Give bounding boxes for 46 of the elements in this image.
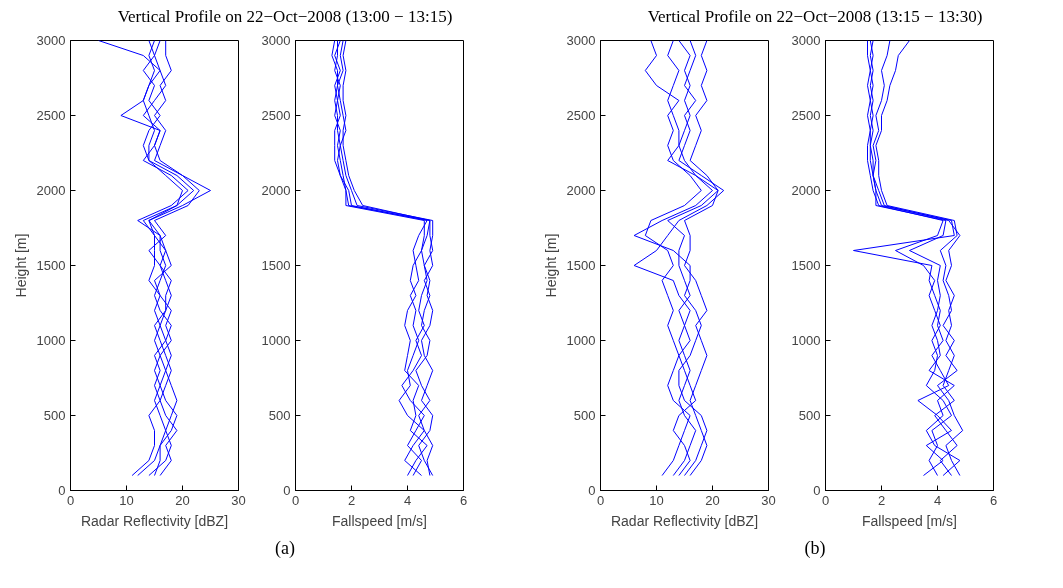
text: (b) bbox=[804, 537, 826, 560]
y-tick-label: 2000 bbox=[36, 183, 66, 198]
x-tick-label: 6 bbox=[989, 492, 998, 508]
y-tick-label: 2500 bbox=[791, 108, 821, 123]
text: (a) bbox=[275, 537, 295, 560]
x-tick-label: 10 bbox=[119, 492, 134, 508]
y-tick-label: 1500 bbox=[791, 258, 821, 273]
y-tick-label: 500 bbox=[573, 408, 596, 423]
x-tick-label: 4 bbox=[933, 492, 942, 508]
y-tick-label: 2000 bbox=[791, 183, 821, 198]
text: Vertical Profile on 22−Oct−2008 (13:00 − 13:15) bbox=[117, 6, 453, 28]
x-tick-label: 10 bbox=[649, 492, 664, 508]
y-tick-label: 1000 bbox=[261, 333, 291, 348]
y-tick-label: 2000 bbox=[261, 183, 291, 198]
y-tick-label: 1500 bbox=[566, 258, 596, 273]
x-tick-label: 20 bbox=[175, 492, 190, 508]
y-axis-title: Height [m] bbox=[542, 233, 559, 298]
x-tick-label: 4 bbox=[403, 492, 412, 508]
x-axis-title: Fallspeed [m/s] bbox=[862, 512, 957, 529]
x-axis-title: Radar Reflectivity [dBZ] bbox=[610, 512, 759, 529]
x-tick-label: 2 bbox=[347, 492, 356, 508]
x-tick-label: 20 bbox=[705, 492, 720, 508]
x-tick-label: 30 bbox=[761, 492, 776, 508]
y-tick-label: 500 bbox=[268, 408, 291, 423]
x-tick-label: 2 bbox=[877, 492, 886, 508]
y-tick-label: 1000 bbox=[566, 333, 596, 348]
text: Vertical Profile on 22−Oct−2008 (13:15 − 13:30) bbox=[647, 6, 983, 28]
x-axis-title: Fallspeed [m/s] bbox=[332, 512, 427, 529]
y-tick-label: 2500 bbox=[36, 108, 66, 123]
x-tick-label: 30 bbox=[231, 492, 246, 508]
y-tick-label: 2500 bbox=[261, 108, 291, 123]
y-tick-label: 1500 bbox=[261, 258, 291, 273]
y-tick-label: 500 bbox=[798, 408, 821, 423]
y-tick-label: 2000 bbox=[566, 183, 596, 198]
y-axis-title: Height [m] bbox=[12, 233, 29, 298]
y-tick-label: 3000 bbox=[791, 33, 821, 48]
x-tick-label: 6 bbox=[459, 492, 468, 508]
y-tick-label: 3000 bbox=[36, 33, 66, 48]
y-tick-label: 1000 bbox=[791, 333, 821, 348]
y-tick-label: 3000 bbox=[566, 33, 596, 48]
y-tick-label: 3000 bbox=[261, 33, 291, 48]
y-tick-label: 500 bbox=[43, 408, 66, 423]
x-axis-title: Radar Reflectivity [dBZ] bbox=[80, 512, 229, 529]
y-tick-label: 1500 bbox=[36, 258, 66, 273]
y-tick-label: 1000 bbox=[36, 333, 66, 348]
y-tick-label: 2500 bbox=[566, 108, 596, 123]
